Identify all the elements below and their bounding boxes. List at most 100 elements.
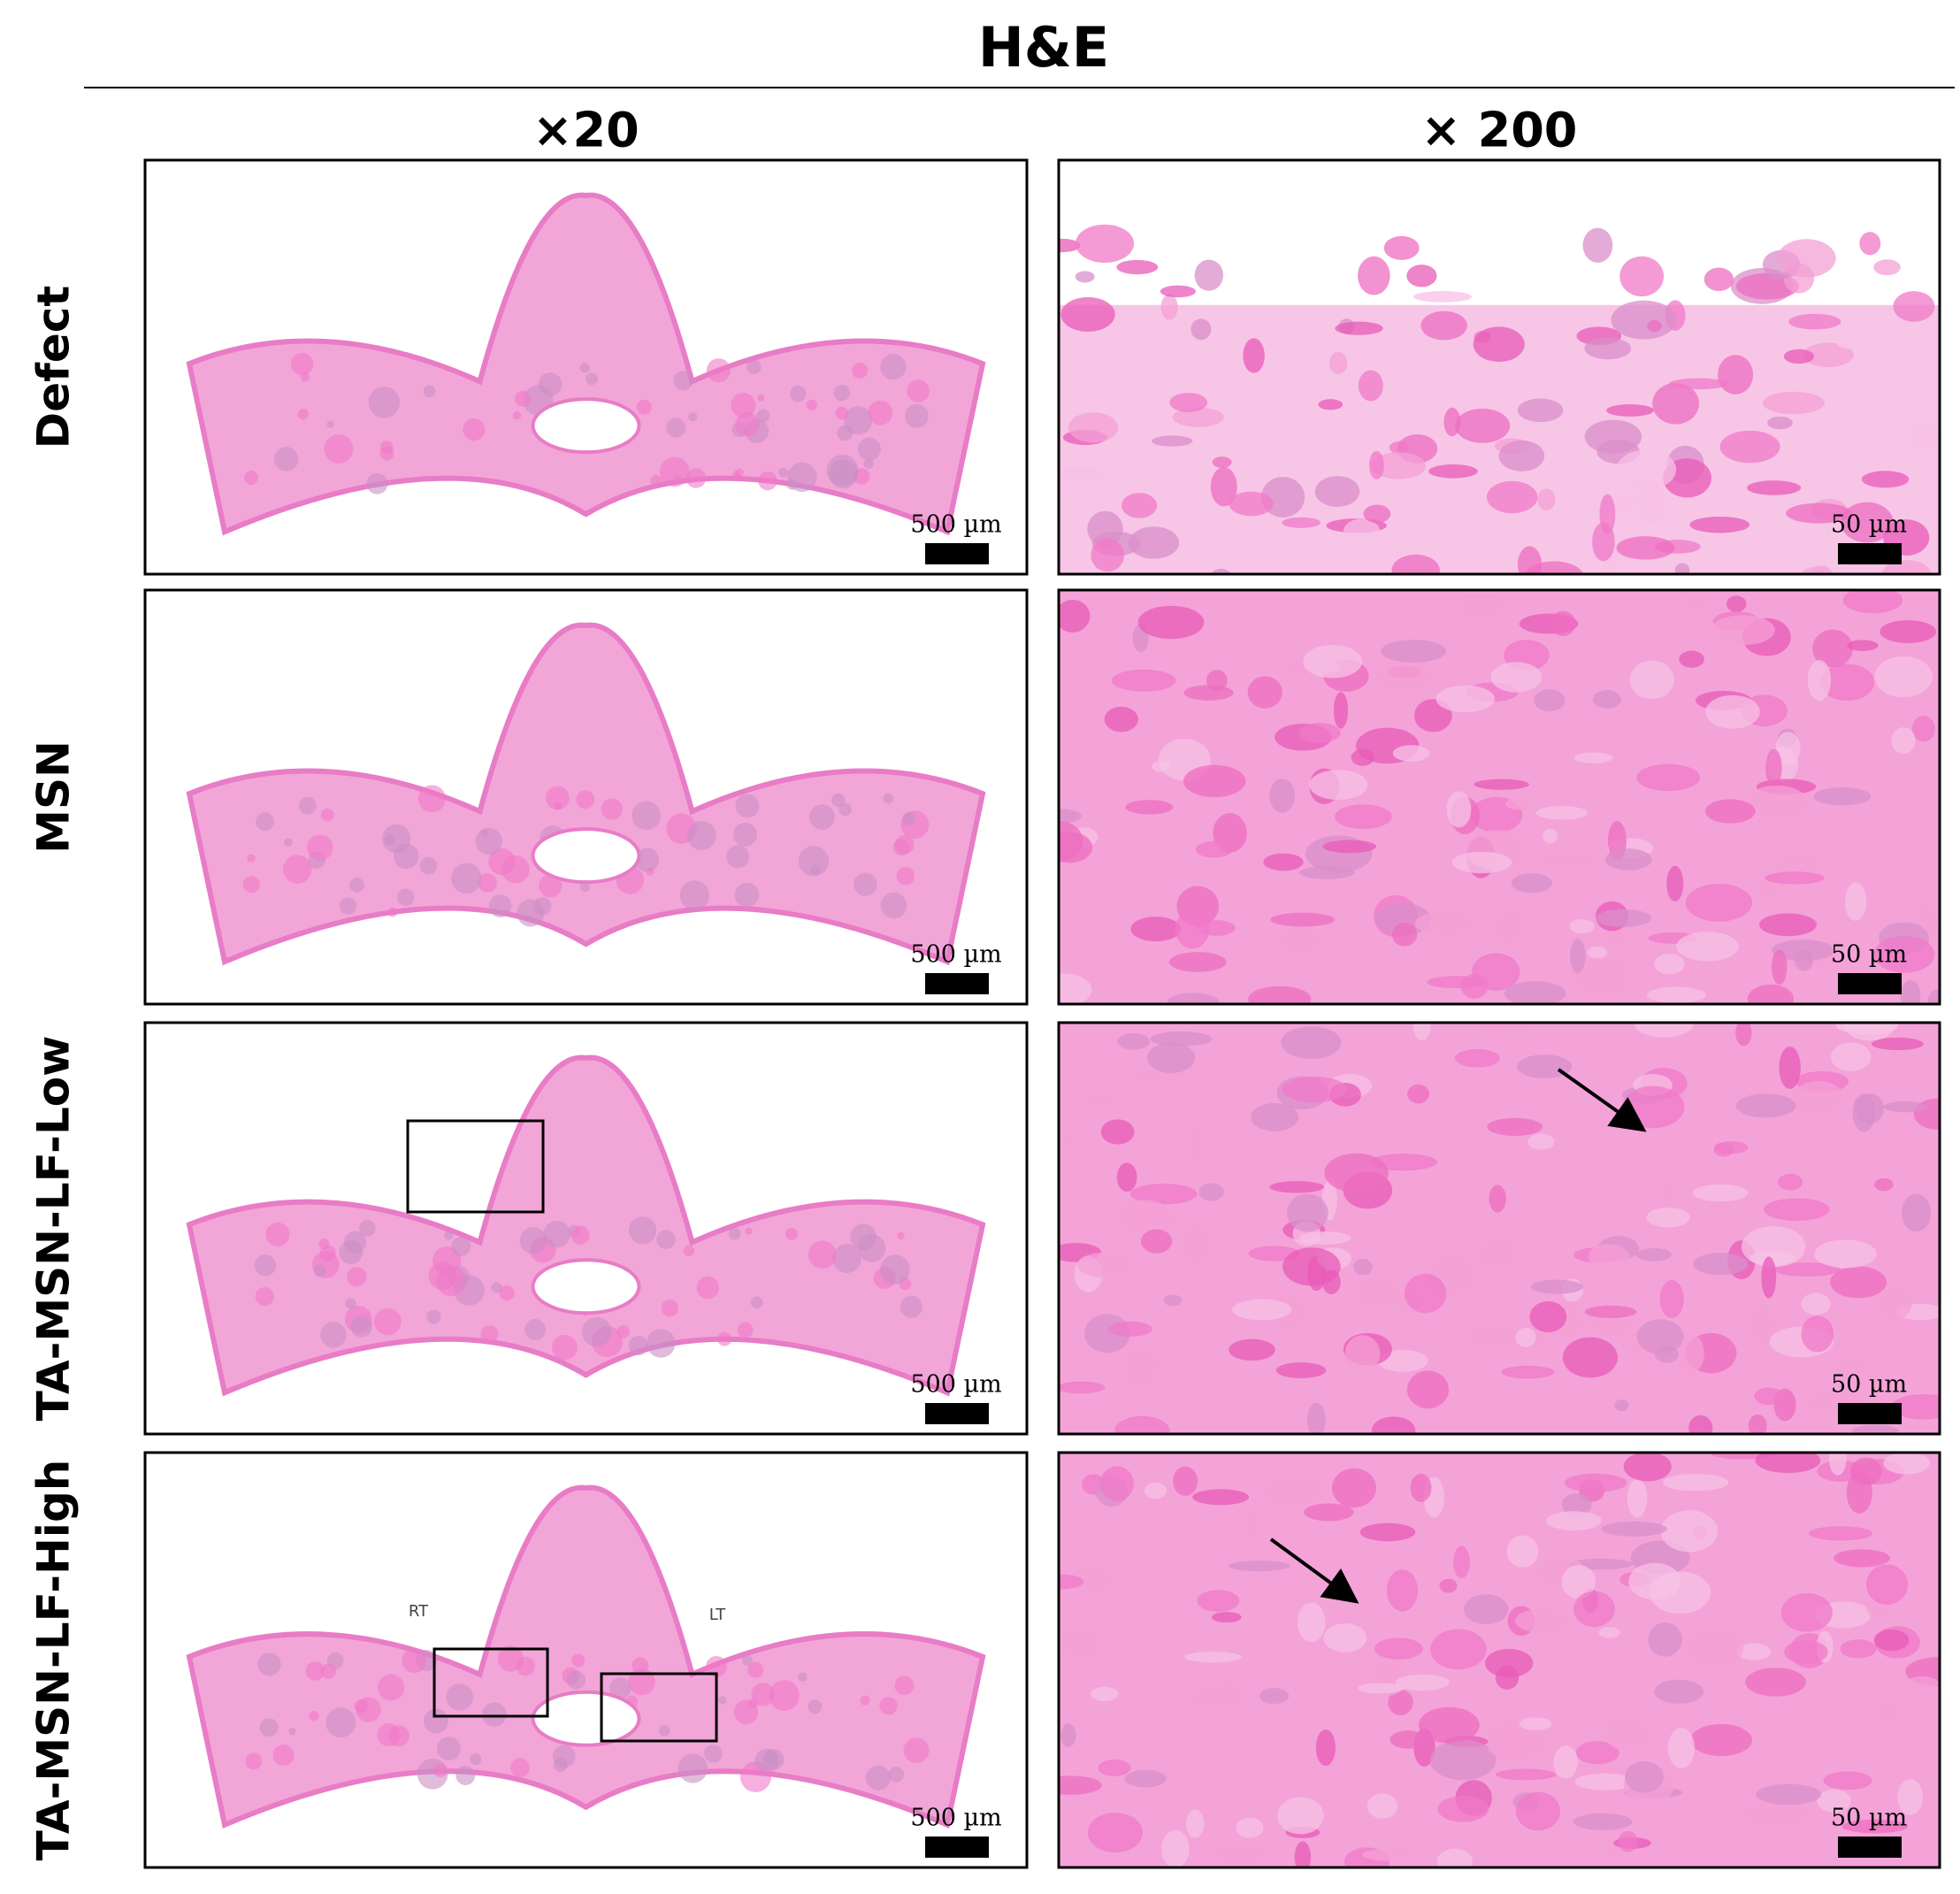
cell: [1662, 1183, 1678, 1207]
canal: [531, 827, 641, 885]
cell: [1229, 1560, 1290, 1572]
cell: [1880, 620, 1937, 644]
cell: [1564, 1473, 1627, 1492]
cell: [1659, 1279, 1684, 1319]
cell: [1391, 922, 1418, 947]
tissue: [145, 1023, 1027, 1434]
cell: [1813, 786, 1872, 806]
tissue-speck: [718, 1696, 727, 1705]
tissue-speck: [683, 1245, 694, 1257]
cell: [1489, 1185, 1506, 1213]
cell: [1874, 656, 1933, 698]
tissue-speck: [865, 1765, 891, 1790]
tissue-speck: [288, 1728, 296, 1736]
cell: [1144, 1482, 1167, 1499]
tissue-speck: [666, 418, 686, 438]
cell: [1847, 640, 1879, 651]
tissue-speck: [581, 1316, 612, 1347]
cell: [1662, 1473, 1729, 1491]
cell: [1788, 313, 1841, 330]
tissue: [1059, 1023, 1940, 1434]
cell: [1211, 1612, 1242, 1623]
cell: [1075, 224, 1135, 263]
tissue-speck: [688, 412, 698, 422]
cell: [1161, 1829, 1190, 1867]
cell: [1616, 449, 1677, 490]
tissue-speck: [756, 409, 770, 423]
cell: [1059, 465, 1121, 477]
tissue-speck: [488, 847, 516, 876]
cell: [1834, 1549, 1890, 1568]
cell: [1428, 464, 1478, 479]
cell: [1275, 1362, 1327, 1378]
cell: [1514, 1608, 1571, 1633]
tissue-speck: [456, 1765, 476, 1785]
cell: [1125, 800, 1174, 815]
micrograph: 50 µm: [1057, 1021, 1941, 1436]
cell: [1809, 565, 1834, 574]
cell: [1506, 1535, 1539, 1568]
tissue-speck: [786, 479, 798, 490]
cell: [1759, 913, 1817, 937]
tissue-speck: [255, 1286, 274, 1307]
tissue-speck: [831, 793, 846, 808]
arrow: [1269, 1537, 1359, 1604]
tissue-speck: [809, 804, 835, 831]
cell: [1803, 342, 1854, 368]
cell: [1680, 590, 1713, 609]
cell: [1454, 1048, 1500, 1068]
cell: [1786, 502, 1852, 524]
cell: [1629, 660, 1674, 700]
cell: [1686, 1627, 1744, 1667]
tissue-speck: [254, 1254, 277, 1277]
micrograph: 50 µm: [1057, 1451, 1941, 1869]
tissue-speck: [616, 1324, 631, 1338]
tissue-speck: [320, 1322, 347, 1348]
cell: [1807, 659, 1832, 702]
tissue-speck: [350, 1315, 373, 1338]
tissue-speck: [844, 406, 873, 435]
tissue-speck: [888, 1767, 905, 1783]
tissue-speck: [554, 801, 563, 810]
tissue-speck: [524, 1318, 547, 1341]
cell: [1747, 984, 1795, 1004]
cell: [1535, 806, 1589, 820]
cell: [1592, 690, 1621, 709]
cell: [1107, 1321, 1152, 1338]
tissue-speck: [907, 380, 930, 403]
tissue-speck: [661, 1300, 679, 1317]
tissue-speck: [790, 385, 807, 403]
tissue-speck: [609, 1677, 632, 1699]
micrograph: 50 µm: [1057, 588, 1941, 1006]
tissue-speck: [243, 471, 259, 486]
cell: [1299, 865, 1355, 879]
cell: [1172, 407, 1224, 427]
tissue-speck: [546, 786, 570, 810]
cell: [1303, 645, 1363, 679]
cell: [1430, 1629, 1487, 1670]
tissue-speck: [470, 1753, 482, 1766]
cell: [1244, 1513, 1263, 1541]
cell: [1344, 1335, 1381, 1372]
cell: [1794, 949, 1814, 971]
cell: [1392, 745, 1430, 762]
tissue-speck: [579, 363, 590, 373]
cell: [1765, 871, 1825, 885]
cell: [1517, 398, 1564, 423]
tissue-speck: [686, 821, 716, 851]
cell: [1754, 1387, 1784, 1406]
cell: [1454, 408, 1511, 443]
cell: [1381, 640, 1447, 663]
cell: [1282, 517, 1321, 528]
tissue-speck: [570, 1225, 590, 1245]
cell: [1059, 973, 1092, 1004]
cell: [1473, 326, 1525, 363]
tissue-speck: [309, 1711, 319, 1721]
cell: [1323, 1623, 1367, 1652]
inset-box: [600, 1672, 718, 1743]
scale-bar-label: 500 µm: [910, 941, 1001, 969]
tissue-speck: [586, 372, 599, 386]
scale-bar-label: 50 µm: [1831, 1371, 1907, 1399]
cell: [1286, 1193, 1328, 1232]
row-label: TA-MSN-LF-High: [28, 1460, 80, 1861]
